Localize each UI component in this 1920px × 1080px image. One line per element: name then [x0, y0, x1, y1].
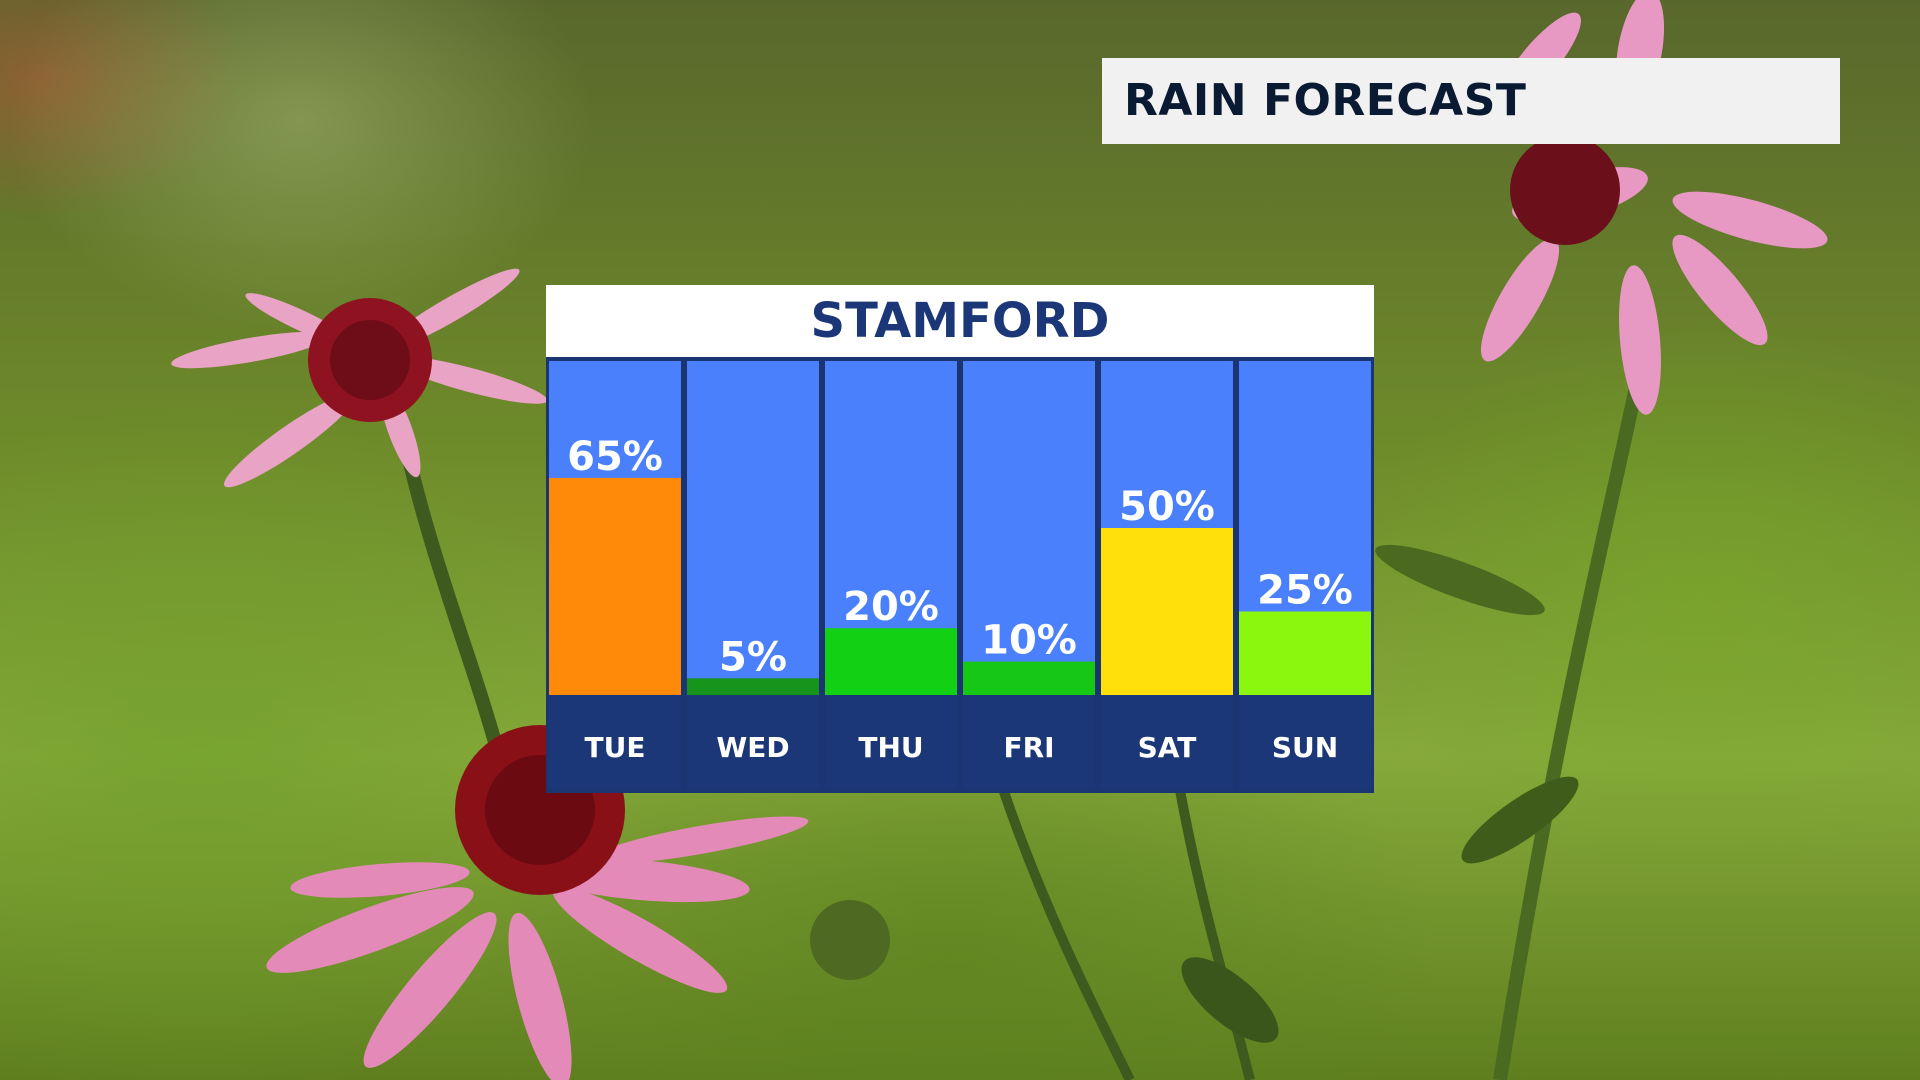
bar-tue [549, 477, 681, 695]
bar-thu [825, 628, 957, 695]
bar-sun [1239, 611, 1371, 695]
data-label-thu: 20% [843, 584, 939, 630]
day-label-cell-wed [687, 695, 819, 789]
bar-wed [687, 678, 819, 695]
data-label-sun: 25% [1257, 568, 1353, 614]
bar-fri [963, 661, 1095, 695]
tick-label-tue: TUE [585, 731, 646, 764]
data-label-fri: 10% [981, 618, 1077, 664]
rain-chance-bar-chart: 65% TUE 5% WED 20% THU 10% FRI 50% SAT 25% SUN [549, 361, 1371, 789]
column-background-fri [963, 361, 1095, 695]
data-label-sat: 50% [1119, 484, 1215, 530]
tick-label-wed: WED [716, 731, 789, 764]
chart-header: STAMFORD [546, 285, 1374, 357]
tick-label-sat: SAT [1138, 731, 1197, 764]
day-label-cell-thu [825, 695, 957, 789]
rain-chance-chart-panel: STAMFORD 65% TUE 5% WED 20% THU 10% FRI 50% SAT 25… [546, 285, 1374, 793]
data-label-wed: 5% [719, 634, 787, 680]
column-background-wed [687, 361, 819, 695]
rain-forecast-title-banner: RAIN FORECAST [1102, 58, 1840, 144]
tick-label-fri: FRI [1003, 731, 1054, 764]
tick-label-sun: SUN [1272, 731, 1338, 764]
chart-body: 65% TUE 5% WED 20% THU 10% FRI 50% SAT 25% SUN [546, 357, 1374, 793]
page-title: RAIN FORECAST [1124, 75, 1527, 126]
data-label-tue: 65% [567, 434, 663, 480]
day-label-cell-fri [963, 695, 1095, 789]
bar-sat [1101, 528, 1233, 695]
day-label-cell-sun [1239, 695, 1371, 789]
tick-label-thu: THU [858, 731, 923, 764]
day-label-cell-tue [549, 695, 681, 789]
day-label-cell-sat [1101, 695, 1233, 789]
chart-title: STAMFORD [810, 293, 1110, 349]
